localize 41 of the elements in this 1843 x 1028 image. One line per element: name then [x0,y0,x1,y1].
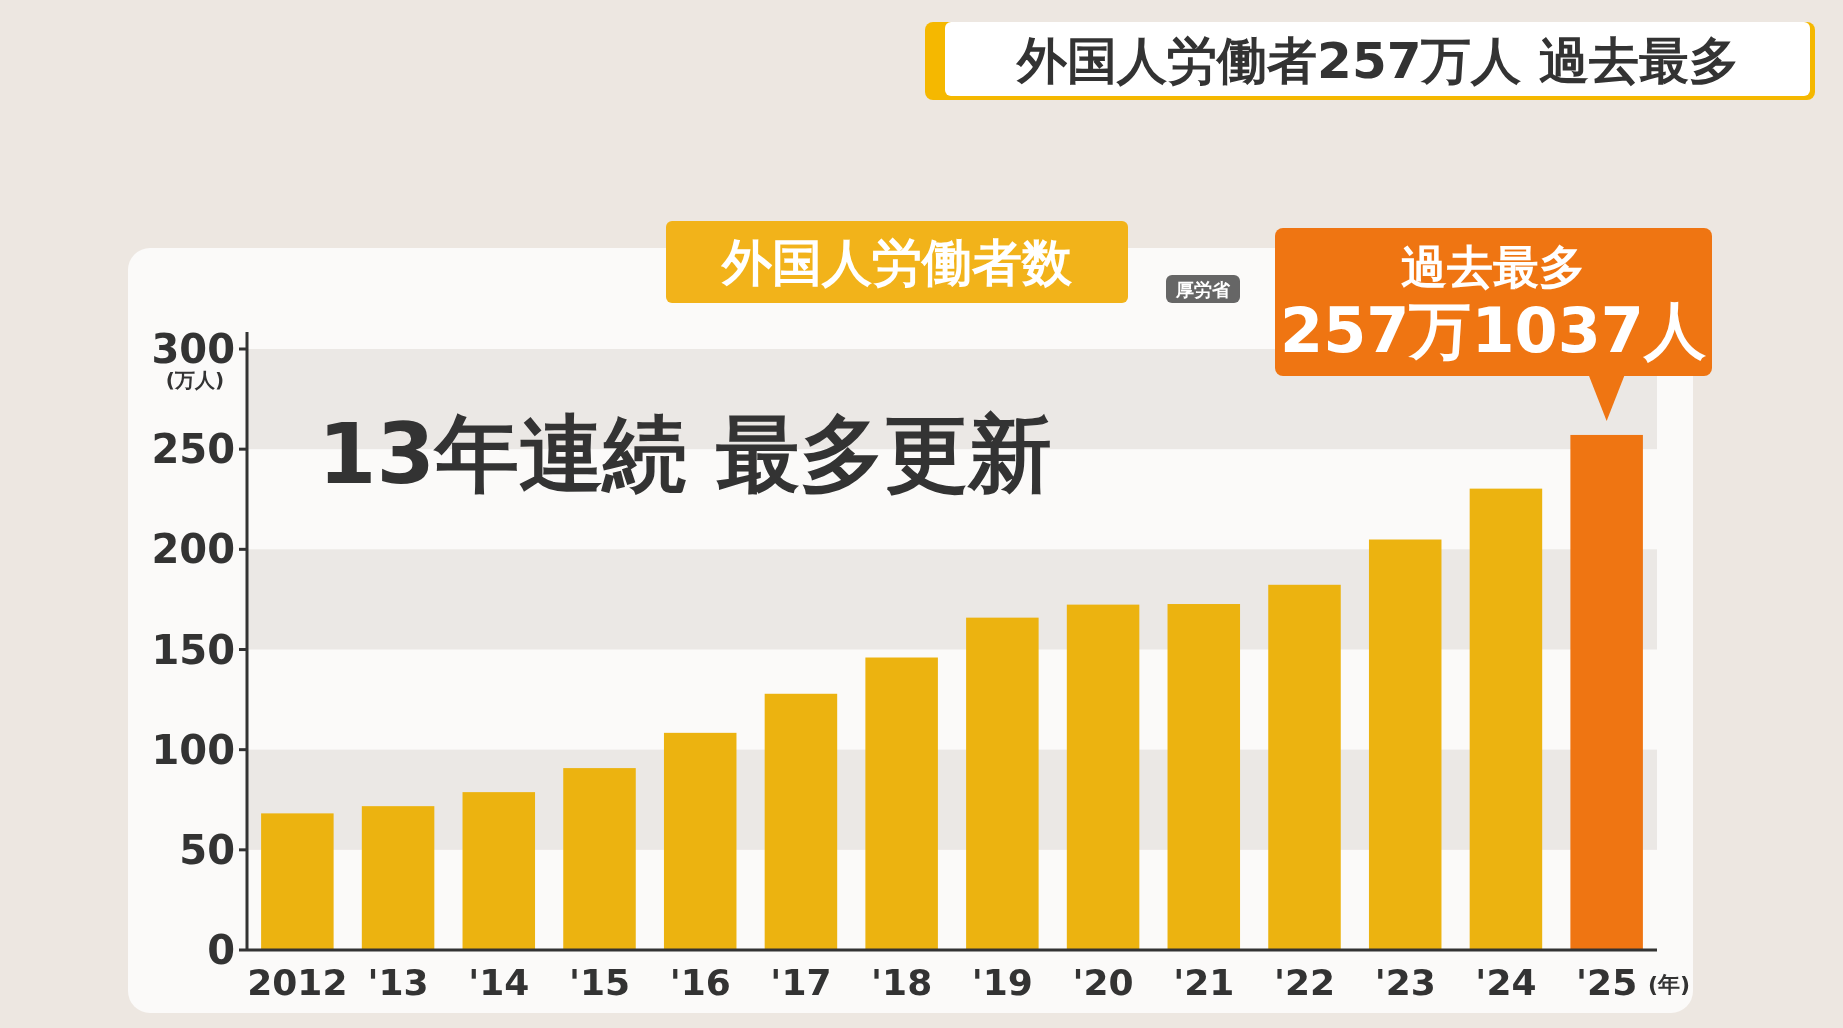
x-tick-label: '16 [669,962,731,1003]
bar [1368,539,1442,950]
x-tick-label: '24 [1475,962,1537,1003]
y-tick-label: 50 [179,826,235,873]
x-tick-label: '21 [1173,962,1235,1003]
x-axis-title: (年) [1647,972,1691,997]
annotation: 13年連続 最多更新 [318,405,1053,503]
y-tick-label: 100 [151,726,235,773]
x-tick-label: '17 [770,962,832,1003]
x-tick-label: '13 [367,962,429,1003]
x-tick-label: '23 [1374,962,1436,1003]
x-tick-label: '20 [1072,962,1134,1003]
bar [663,732,737,950]
bar [563,768,636,950]
bar [1570,434,1643,950]
bar [261,813,334,950]
x-tick-label: '19 [971,962,1033,1003]
bar [865,657,938,950]
chart-title: 外国人労働者257万人 過去最多 [1015,32,1739,90]
bar [462,792,536,950]
bar [361,806,435,950]
y-tick-label: 150 [151,626,235,673]
y-tick-label: 0 [207,927,235,973]
bar [764,693,838,950]
y-tick-label: 200 [151,526,235,573]
chart-subtitle: 外国人労働者数 [720,234,1073,292]
bar [1167,604,1241,950]
y-axis-title: (万人) [165,368,225,392]
y-tick-label: 250 [151,426,235,473]
text: 厚労省 [1175,279,1231,300]
bar [1066,604,1140,950]
x-tick-label: '15 [568,962,631,1003]
x-tick-label: '18 [871,962,933,1003]
bar [1469,488,1543,950]
x-tick-label: 2012 [247,962,348,1003]
bar [966,617,1039,950]
annotation: 過去最多 257万1037人 [1280,240,1706,367]
x-tick-label: '14 [468,962,530,1003]
x-tick-label: '25 [1576,962,1638,1003]
x-tick-label: '22 [1273,962,1336,1003]
bar [1268,584,1341,950]
